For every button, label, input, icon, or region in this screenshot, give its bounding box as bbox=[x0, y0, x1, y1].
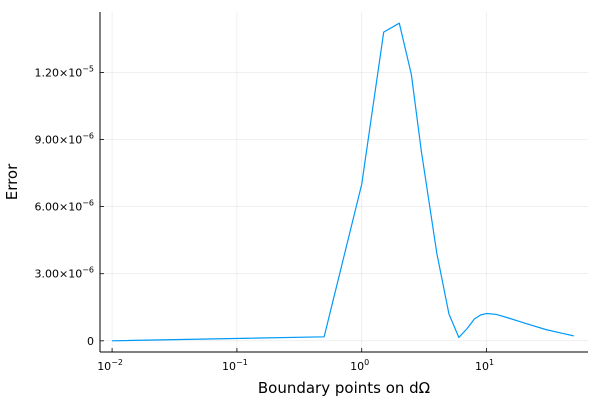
y-axis-label: Error bbox=[3, 163, 21, 200]
y-tick-label: 9.00×10−6 bbox=[34, 132, 94, 147]
y-tick-label: 6.00×10−6 bbox=[34, 199, 94, 214]
x-tick-label: 101 bbox=[475, 358, 494, 373]
x-axis-label: Boundary points on dΩ bbox=[258, 379, 430, 397]
y-tick-label: 1.20×10−5 bbox=[34, 64, 94, 79]
series-line bbox=[112, 22, 574, 342]
y-tick-label: 3.00×10−6 bbox=[34, 266, 94, 281]
y-tick-label: 0 bbox=[87, 335, 94, 348]
x-tick-label: 100 bbox=[350, 358, 369, 373]
tick-labels: 10−2 10−1 100 101 0 3.00×10−6 6.00×10−6 9.00×10… bbox=[34, 64, 494, 373]
x-tick-label: 10−2 bbox=[97, 358, 123, 373]
axes bbox=[99, 12, 588, 353]
series-group bbox=[112, 22, 574, 342]
x-tick-label: 10−1 bbox=[222, 358, 248, 373]
